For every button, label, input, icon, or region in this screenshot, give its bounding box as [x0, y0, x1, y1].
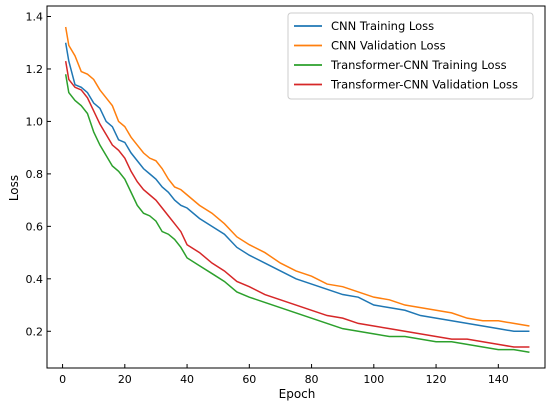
series-layer: [64, 26, 530, 353]
x-tick-label: 0: [59, 373, 66, 386]
y-tick-label: 0.4: [26, 273, 44, 286]
legend: CNN Training Loss CNN Validation Loss Tran…: [287, 12, 534, 100]
axes-layer: 0 20 40 60 80 100 120 140 0.2 0.4 0.6 0.8 1.0 1.2 1.4: [26, 5, 546, 386]
x-tick-label: 120: [426, 373, 447, 386]
plot-frame: [46, 5, 546, 369]
legend-label-3: Transformer-CNN Training Loss: [330, 58, 507, 72]
x-tick-label: 20: [118, 373, 132, 386]
series-line-3: [64, 74, 530, 353]
legend-label-1: CNN Training Loss: [331, 19, 434, 33]
x-tick-label: 60: [242, 373, 256, 386]
x-tick-label: 80: [305, 373, 319, 386]
legend-label-4: Transformer-CNN Validation Loss: [330, 78, 518, 92]
y-tick-label: 0.8: [26, 168, 44, 181]
series-line-2: [64, 26, 530, 327]
y-tick-label: 1.4: [26, 10, 44, 23]
series-line-1: [64, 42, 530, 333]
y-tick-label: 0.2: [26, 325, 44, 338]
legend-label-2: CNN Validation Loss: [331, 39, 446, 53]
y-tick-label: 0.6: [26, 220, 44, 233]
y-tick-label: 1.0: [26, 115, 44, 128]
x-axis-label: Epoch: [279, 387, 316, 401]
legend-box: [287, 12, 534, 100]
x-tick-label: 100: [363, 373, 384, 386]
x-tick-label: 40: [180, 373, 194, 386]
x-tick-label: 140: [488, 373, 509, 386]
y-axis-label: Loss: [7, 175, 21, 201]
y-tick-label: 1.2: [26, 63, 44, 76]
series-line-4: [64, 60, 530, 348]
